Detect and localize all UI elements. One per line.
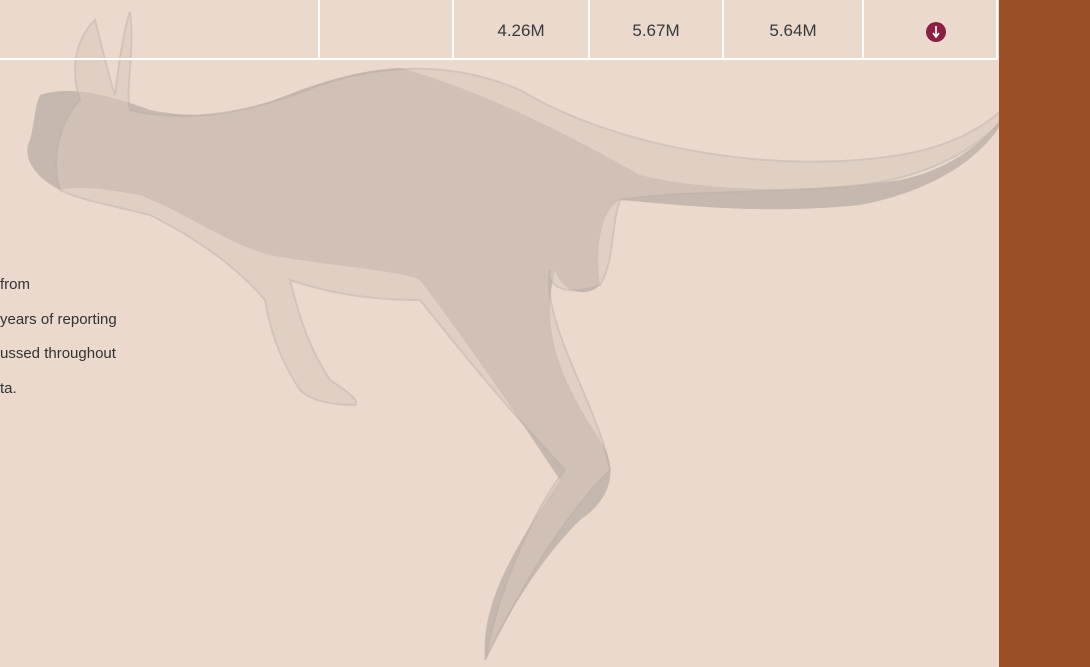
paragraph-line: from: [0, 268, 117, 303]
paragraph-line: ussed throughout: [0, 337, 117, 372]
side-band: [999, 0, 1090, 667]
kangaroo-outline: [56, 12, 1000, 660]
table-cell: 4.26M: [452, 0, 588, 58]
table-cell: [318, 0, 452, 58]
table-row: 4.26M 5.67M 5.64M: [0, 0, 998, 60]
paragraph-line: years of reporting: [0, 303, 117, 338]
kangaroo-illustration: [0, 0, 1000, 667]
table-cell: 5.67M: [588, 0, 722, 58]
paragraph: from years of reporting ussed throughout…: [0, 268, 117, 406]
page: {"table": {"rows": [["4.26M", "5.67M", "…: [0, 0, 1090, 667]
table-cell: 5.64M: [722, 0, 862, 58]
down-arrow-icon: [925, 21, 947, 43]
paragraph-line: ta.: [0, 372, 117, 407]
